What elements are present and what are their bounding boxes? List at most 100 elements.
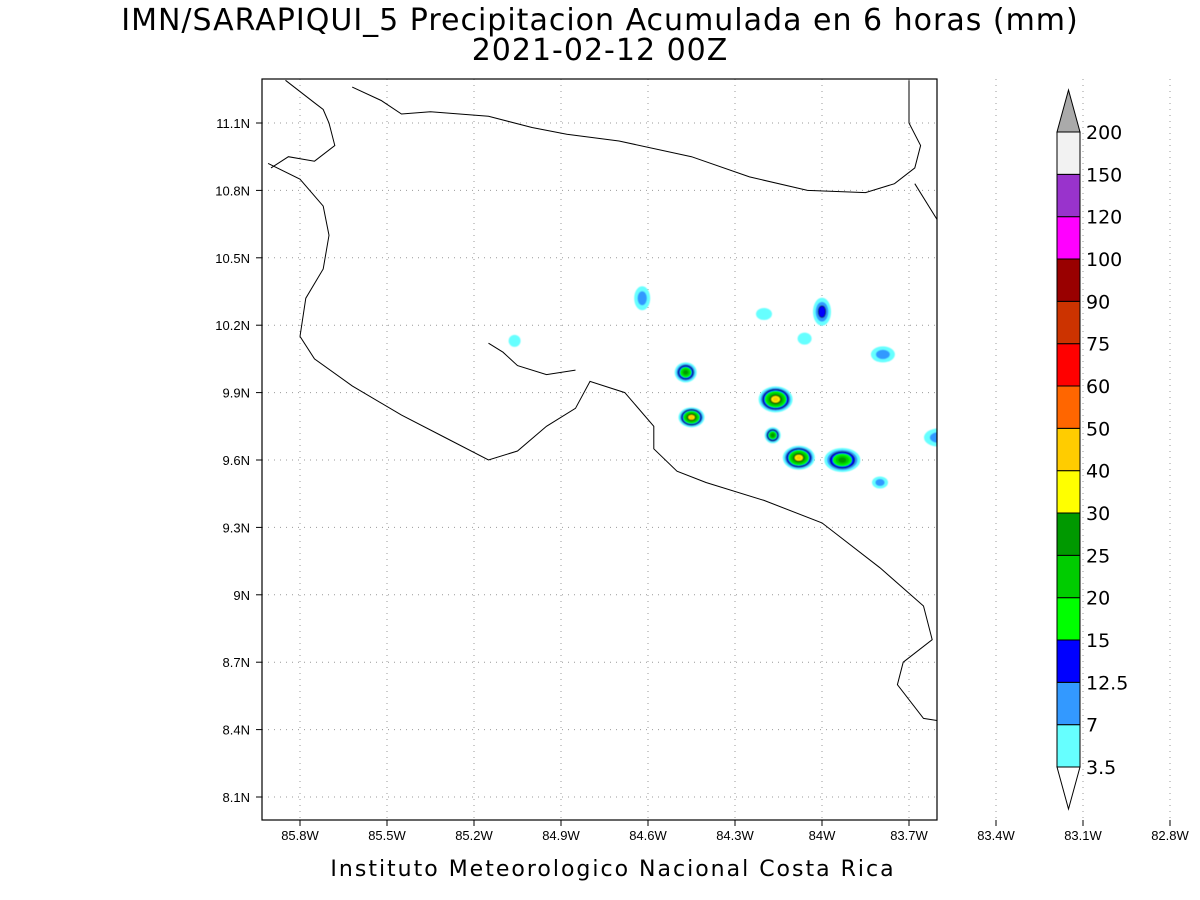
lon-label: 83.4W (977, 828, 1015, 843)
rain-cell (508, 334, 521, 347)
rain-cell (813, 297, 831, 326)
rain-band (1156, 639, 1161, 646)
lat-label: 11.1N (216, 116, 250, 131)
rain-band (949, 502, 973, 522)
rain-band (1135, 474, 1159, 518)
rain-band (1196, 705, 1200, 714)
colorbar-level-label: 200 (1086, 122, 1122, 144)
rain-band (1196, 645, 1200, 652)
rain-band (1153, 634, 1164, 650)
rain-band (1184, 633, 1200, 663)
rain-band (838, 457, 847, 463)
lat-label: 8.4N (223, 723, 250, 738)
rain-band (1140, 483, 1154, 509)
rain-cell (970, 378, 994, 390)
rain-band (1153, 614, 1169, 634)
rain-cell (984, 502, 1008, 530)
lon-label: 85.8W (281, 828, 319, 843)
rain-band (637, 291, 647, 306)
lon-label: 85.5W (368, 828, 406, 843)
colorbar-bin (1056, 639, 1081, 683)
rain-cell (947, 500, 975, 524)
rain-band (954, 505, 969, 518)
rain-cell (924, 428, 937, 447)
lon-label: 82.8W (1151, 828, 1189, 843)
longitude-axis: 85.8W 85.5W 85.2W 84.9W 84.6W 84.3W 84W 83.7W 83… (281, 820, 1190, 843)
rain-band (1193, 702, 1200, 716)
rain-band (988, 507, 1005, 526)
map-subtitle: 2021-02-12 00Z (471, 33, 729, 68)
rain-band (1193, 519, 1200, 549)
rain-band (683, 370, 689, 375)
rain-cell (764, 427, 781, 444)
rain-band (1036, 536, 1044, 542)
rain-band (770, 433, 775, 438)
rain-cell (1179, 629, 1200, 669)
rain-band (947, 500, 975, 524)
rain-band (993, 513, 998, 519)
colorbar-min-triangle (1056, 766, 1081, 811)
colorbar-bin (1056, 512, 1081, 556)
rain-band (1123, 649, 1136, 653)
rain-band (1030, 430, 1050, 440)
precipitation-field (508, 286, 1200, 720)
colorbar-bin (1056, 470, 1081, 514)
map-frame (261, 78, 938, 821)
rain-band (952, 503, 971, 520)
rain-band (1197, 524, 1200, 545)
rain-band (1151, 632, 1166, 653)
rain-band (1156, 617, 1167, 631)
rain-band (1144, 622, 1172, 662)
rain-band (689, 415, 694, 420)
rain-band (1193, 643, 1200, 654)
colorbar-level-label: 90 (1086, 291, 1110, 313)
rain-cell (634, 286, 651, 311)
colorbar-level-label: 50 (1086, 418, 1110, 440)
colorbar-level-label: 12.5 (1086, 672, 1128, 694)
rain-band (1191, 641, 1200, 657)
colorbar-level-label: 15 (1086, 630, 1110, 652)
lat-label: 9.3N (223, 520, 250, 535)
colorbar-bin (1056, 554, 1081, 599)
colorbar-level-label: 60 (1086, 376, 1110, 398)
coastline (270, 79, 336, 169)
lon-label: 83.7W (890, 828, 928, 843)
rain-cell (870, 346, 895, 363)
colorbar-level-label: 120 (1086, 207, 1122, 229)
lon-label: 83.1W (1064, 828, 1102, 843)
rain-band (956, 507, 967, 516)
colorbar-level-label: 7 (1086, 715, 1098, 737)
lat-label: 10.5N (215, 251, 250, 266)
rain-cell (1009, 454, 1029, 466)
rain-cell (678, 407, 705, 428)
rain-band (875, 349, 890, 360)
rain-band (1105, 643, 1154, 658)
rain-cell (1188, 698, 1200, 720)
colorbar-bin (1056, 597, 1081, 641)
colorbar-bin (1056, 131, 1081, 175)
colorbar-level-label: 40 (1086, 461, 1110, 483)
rain-band (1146, 624, 1171, 659)
rain-cell (1193, 519, 1200, 549)
rain-cell (1144, 622, 1172, 662)
rain-band (929, 432, 937, 443)
lat-label: 9.9N (223, 386, 250, 401)
rain-band (924, 428, 937, 447)
colorbar-level-label: 3.5 (1086, 757, 1116, 779)
lon-label: 84.9W (542, 828, 580, 843)
rain-band (1033, 533, 1047, 544)
rain-band (817, 305, 827, 318)
rain-cell (756, 307, 772, 320)
map-gridlines (262, 79, 1171, 820)
rain-cell (1153, 614, 1169, 634)
rain-cell (674, 362, 697, 383)
credit-text: Instituto Meteorologico Nacional Costa R… (330, 857, 896, 882)
rain-band (1034, 534, 1045, 543)
rain-cell (797, 332, 812, 345)
colorbar-level-label: 75 (1086, 334, 1110, 356)
lat-label: 9N (233, 588, 250, 603)
colorbar-bin (1056, 258, 1081, 302)
lon-label: 84W (809, 828, 836, 843)
rain-band (986, 504, 1006, 528)
